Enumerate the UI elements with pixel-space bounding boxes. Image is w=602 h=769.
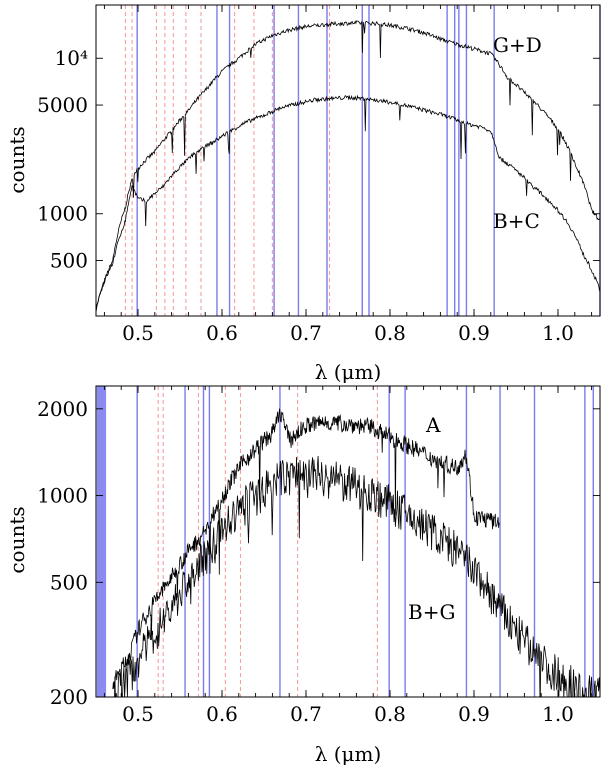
x-tick-label: 0.9 [458, 321, 490, 345]
spectrum-series-a [112, 408, 500, 690]
series-label-bg: B+G [408, 600, 455, 624]
y-tick-label: 10⁴ [55, 46, 88, 70]
series-label-a: A [425, 413, 441, 437]
bottom-x-axis-label: λ (μm) [315, 742, 382, 766]
y-tick-label: 1000 [37, 202, 88, 226]
x-tick-label: 0.8 [374, 321, 406, 345]
x-tick-label: 0.9 [458, 702, 490, 726]
bottom-y-axis-label: counts [5, 506, 29, 573]
series-label-bc: B+C [493, 209, 540, 233]
y-tick-label: 5000 [37, 93, 88, 117]
bottom-panel: λ (μm) counts A B+G 0.5 0.6 0.7 0.8 0.9 1.0 20… [5, 385, 601, 766]
x-tick-label: 1.0 [542, 321, 574, 345]
x-tick-label: 0.6 [206, 321, 238, 345]
top-panel: λ (μm) counts G+D B+C 0.5 0.6 0.7 0.8 0.9 1.0… [5, 4, 601, 384]
y-tick-label: 1000 [37, 484, 88, 508]
x-tick-label: 0.6 [206, 702, 238, 726]
x-tick-label: 0.7 [290, 321, 322, 345]
y-tick-label: 200 [50, 685, 88, 709]
y-tick-label: 2000 [37, 397, 88, 421]
x-tick-label: 0.7 [290, 702, 322, 726]
series-label-gd: G+D [493, 33, 542, 57]
x-tick-label: 0.5 [122, 702, 154, 726]
top-x-axis-label: λ (μm) [315, 360, 382, 384]
bottom-plot-frame [95, 385, 601, 698]
y-tick-label: 500 [50, 570, 88, 594]
shaded-band [96, 386, 107, 697]
top-plot-frame [95, 4, 601, 317]
x-tick-label: 0.5 [122, 321, 154, 345]
y-tick-label: 500 [50, 249, 88, 273]
spectrum-series-b-c [96, 94, 600, 309]
top-y-axis-label: counts [5, 126, 29, 193]
spectrum-series-b-g [114, 455, 600, 697]
plot-marks [96, 386, 600, 697]
spectrum-series-g-d [96, 20, 600, 313]
x-tick-label: 1.0 [542, 702, 574, 726]
x-tick-label: 0.8 [374, 702, 406, 726]
